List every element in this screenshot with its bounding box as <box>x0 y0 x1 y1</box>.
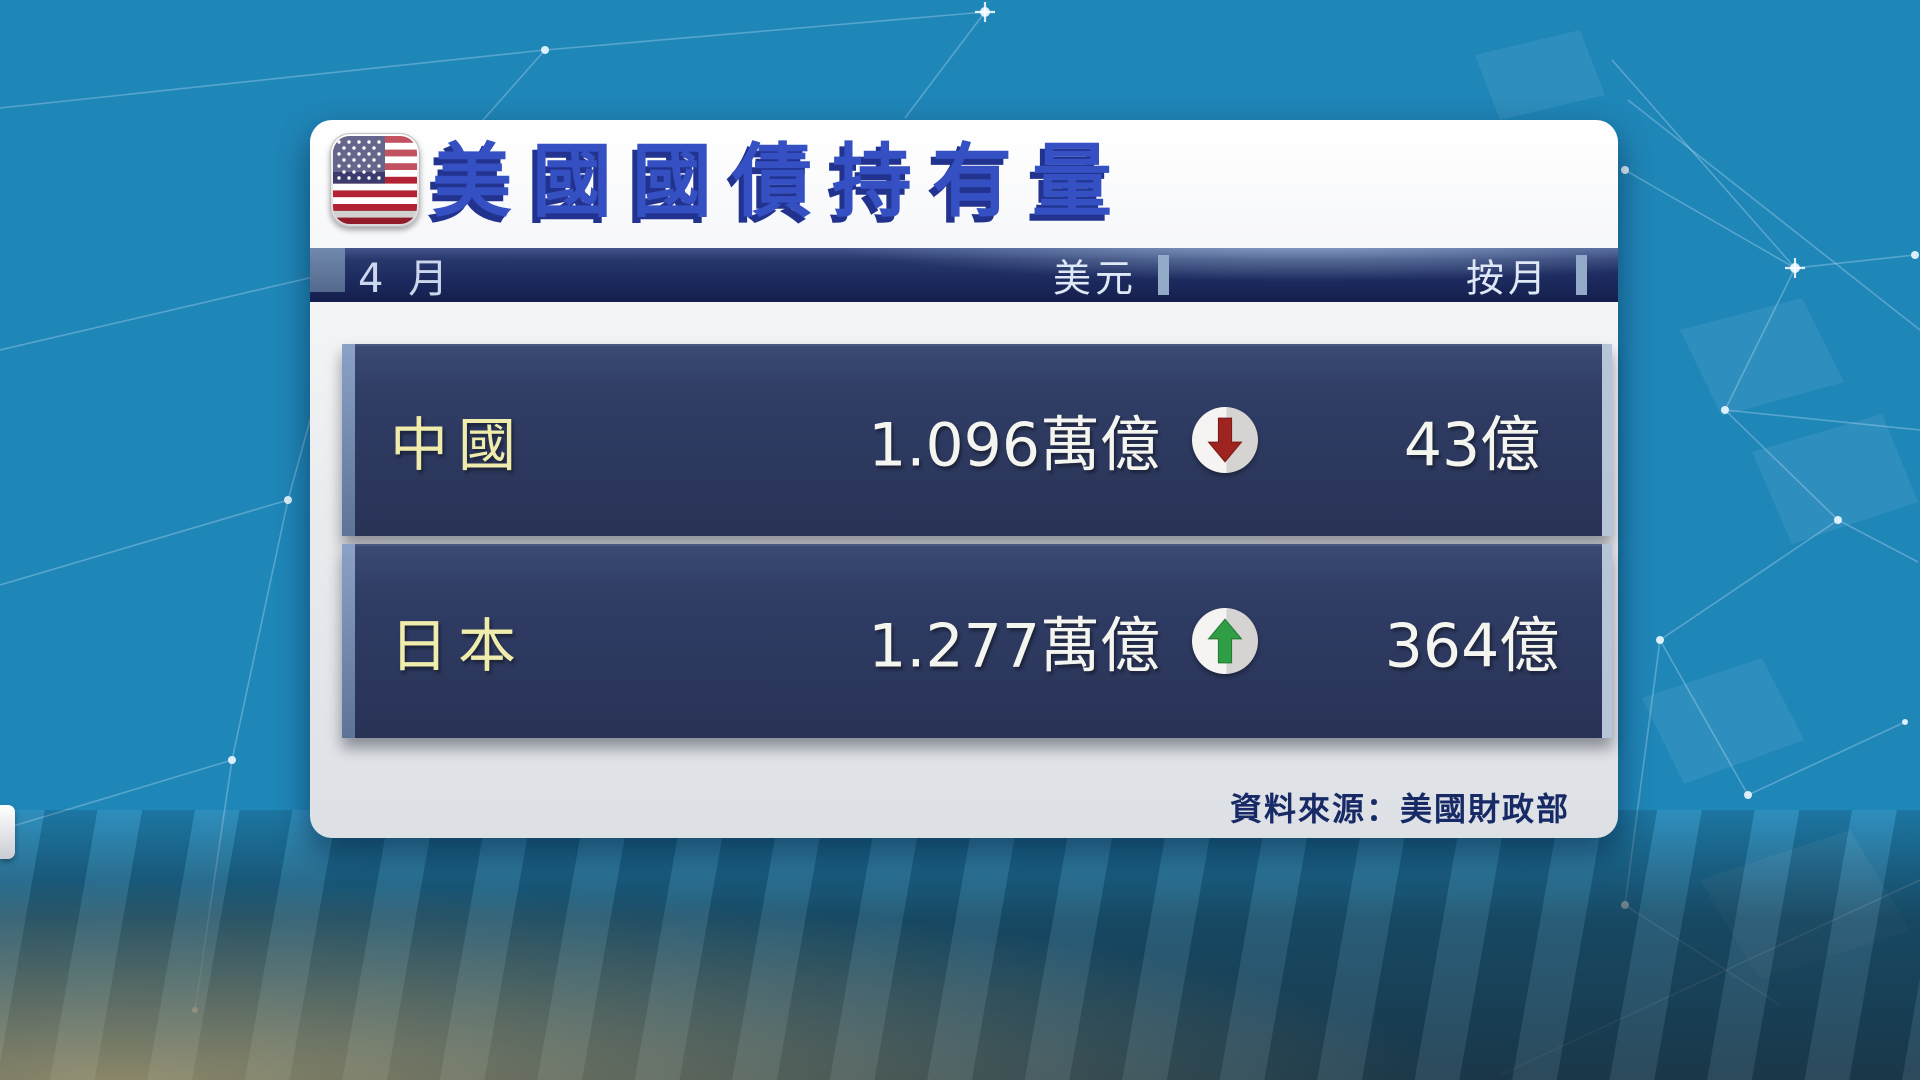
monthly-change-value: 43億 <box>1403 410 1541 481</box>
source-note: 資料來源：美國財政部 <box>1229 790 1570 828</box>
holdings-value: 1.096萬億 <box>868 410 1160 481</box>
period-marker <box>310 248 345 292</box>
table-row-japan: 日本 1.277萬億 364億 <box>342 544 1612 738</box>
period-label: 4 月 <box>358 256 455 302</box>
country-label: 日本 <box>390 612 527 680</box>
screen-edge-notch <box>0 805 15 859</box>
page-title: 美國國債持有量 <box>432 135 1132 228</box>
holdings-value: 1.277萬億 <box>868 611 1160 682</box>
column-label-usd: 美元 <box>1052 256 1137 301</box>
arrow-up-icon <box>1192 608 1258 674</box>
table-row-china: 中國 1.096萬億 43億 <box>342 344 1612 536</box>
background-wave-texture <box>0 810 1920 1080</box>
column-header-bar: 4 月 美元 按月 <box>310 248 1618 302</box>
row-left-strip <box>342 344 355 536</box>
column-tick-usd <box>1158 255 1169 295</box>
monthly-change-value: 364億 <box>1384 611 1560 682</box>
us-flag-icon <box>330 133 420 227</box>
info-card: 美國國債持有量 4 月 美元 按月 中國 1.096萬億 43億 日本 <box>310 120 1618 838</box>
row-right-strip <box>1602 344 1612 536</box>
row-right-strip <box>1602 544 1612 738</box>
arrow-down-icon <box>1192 407 1258 473</box>
row-left-strip <box>342 544 355 738</box>
column-label-monthly: 按月 <box>1465 256 1550 301</box>
column-tick-monthly <box>1576 255 1587 295</box>
country-label: 中國 <box>390 411 527 479</box>
